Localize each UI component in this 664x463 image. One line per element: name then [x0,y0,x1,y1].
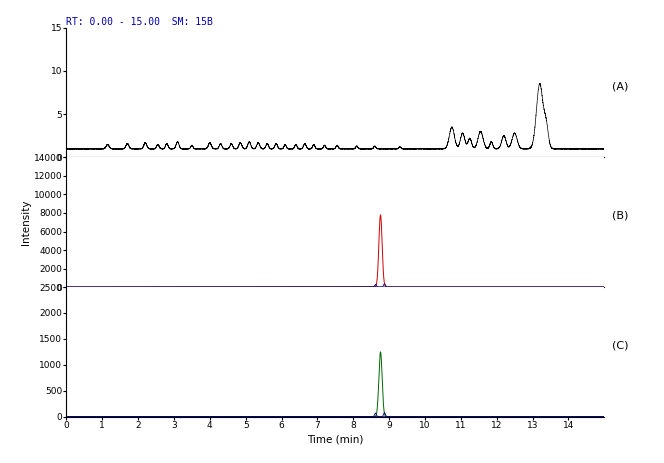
X-axis label: Time (min): Time (min) [307,434,363,444]
Text: RT: 0.00 - 15.00  SM: 15B: RT: 0.00 - 15.00 SM: 15B [66,17,213,27]
Text: (B): (B) [612,211,629,221]
Text: (C): (C) [612,340,629,350]
Text: (A): (A) [612,81,629,91]
Y-axis label: Intensity: Intensity [21,200,31,245]
